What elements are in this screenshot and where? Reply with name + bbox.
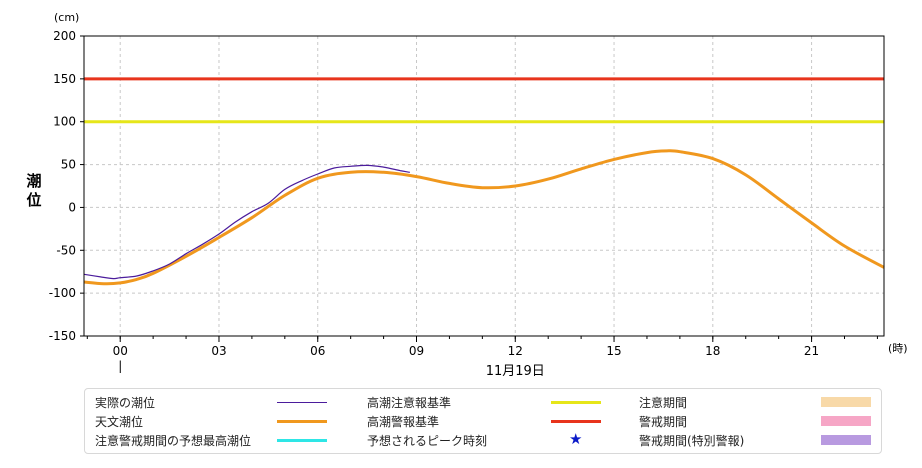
y-tick-label-7: -150	[49, 329, 76, 343]
x-tick-label-4: 12	[508, 344, 523, 358]
series-line-0	[83, 149, 885, 286]
legend-box-swatch-2	[821, 397, 871, 407]
y-axis-unit: (cm)	[54, 11, 79, 24]
legend-label-0: 実際の潮位	[95, 395, 156, 410]
y-tick-label-5: -50	[56, 243, 76, 257]
series-lines	[83, 149, 885, 286]
legend-line-swatch-3	[277, 420, 327, 423]
y-tick-label-1: 150	[53, 72, 76, 86]
x-tick-label-3: 09	[409, 344, 424, 358]
legend-line-swatch-4	[551, 420, 601, 423]
legend-box-swatch-5	[821, 416, 871, 426]
y-axis-ticks: 200 150 100 50 0 -50 -100 -150	[49, 29, 84, 343]
x-tick-label-6: 18	[705, 344, 720, 358]
x-tick-label-5: 15	[606, 344, 621, 358]
legend-label-4: 高潮警報基準	[367, 414, 440, 429]
legend-box-swatch-8	[821, 435, 871, 445]
annotations: |	[118, 359, 122, 373]
y-tick-label-4: 0	[68, 200, 76, 214]
y-axis-label-char-0: 潮	[26, 172, 41, 190]
y-axis-label-char-1: 位	[26, 191, 41, 209]
legend-line-swatch-0	[277, 402, 327, 403]
legend: 実際の潮位 高潮注意報基準 注意期間天文潮位 高潮警報基準 警戒期間注意警戒期間の予想最…	[84, 388, 882, 454]
x-axis-unit: (時)	[888, 342, 908, 355]
x-tick-label-0: 00	[113, 344, 128, 358]
x-tick-label-2: 06	[310, 344, 325, 358]
star-icon: ★	[569, 430, 583, 448]
y-tick-label-0: 200	[53, 29, 76, 43]
x-axis-ticks: 00 03 06 09 12 15 18 21	[86, 336, 878, 358]
y-tick-label-3: 50	[61, 158, 76, 172]
tide-chart: 200 150 100 50 0 -50 -100 -150 00 03 06 09 12 15 18 21…	[26, 11, 908, 379]
reference-lines	[84, 77, 884, 124]
legend-line-swatch-1	[551, 401, 601, 404]
x-tick-label-1: 03	[211, 344, 226, 358]
x-tick-label-7: 21	[804, 344, 819, 358]
date-label: 11月19日	[486, 364, 545, 379]
legend-label-5: 警戒期間	[639, 414, 688, 429]
plot-frame	[83, 35, 885, 337]
legend-label-1: 高潮注意報基準	[367, 395, 452, 410]
legend-label-8: 警戒期間(特別警報)	[639, 433, 745, 448]
y-tick-label-6: -100	[49, 286, 76, 300]
legend-label-6: 注意警戒期間の予想最高潮位	[95, 433, 252, 448]
y-tick-label-2: 100	[53, 115, 76, 129]
legend-label-2: 注意期間	[639, 395, 688, 410]
legend-label-3: 天文潮位	[95, 414, 144, 429]
y-axis-label: 潮位	[26, 172, 41, 209]
series-line-1	[83, 164, 411, 280]
legend-line-swatch-6	[277, 439, 327, 442]
annotation-marker-0: |	[118, 359, 122, 373]
legend-label-7: 予想されるピーク時刻	[367, 433, 488, 448]
